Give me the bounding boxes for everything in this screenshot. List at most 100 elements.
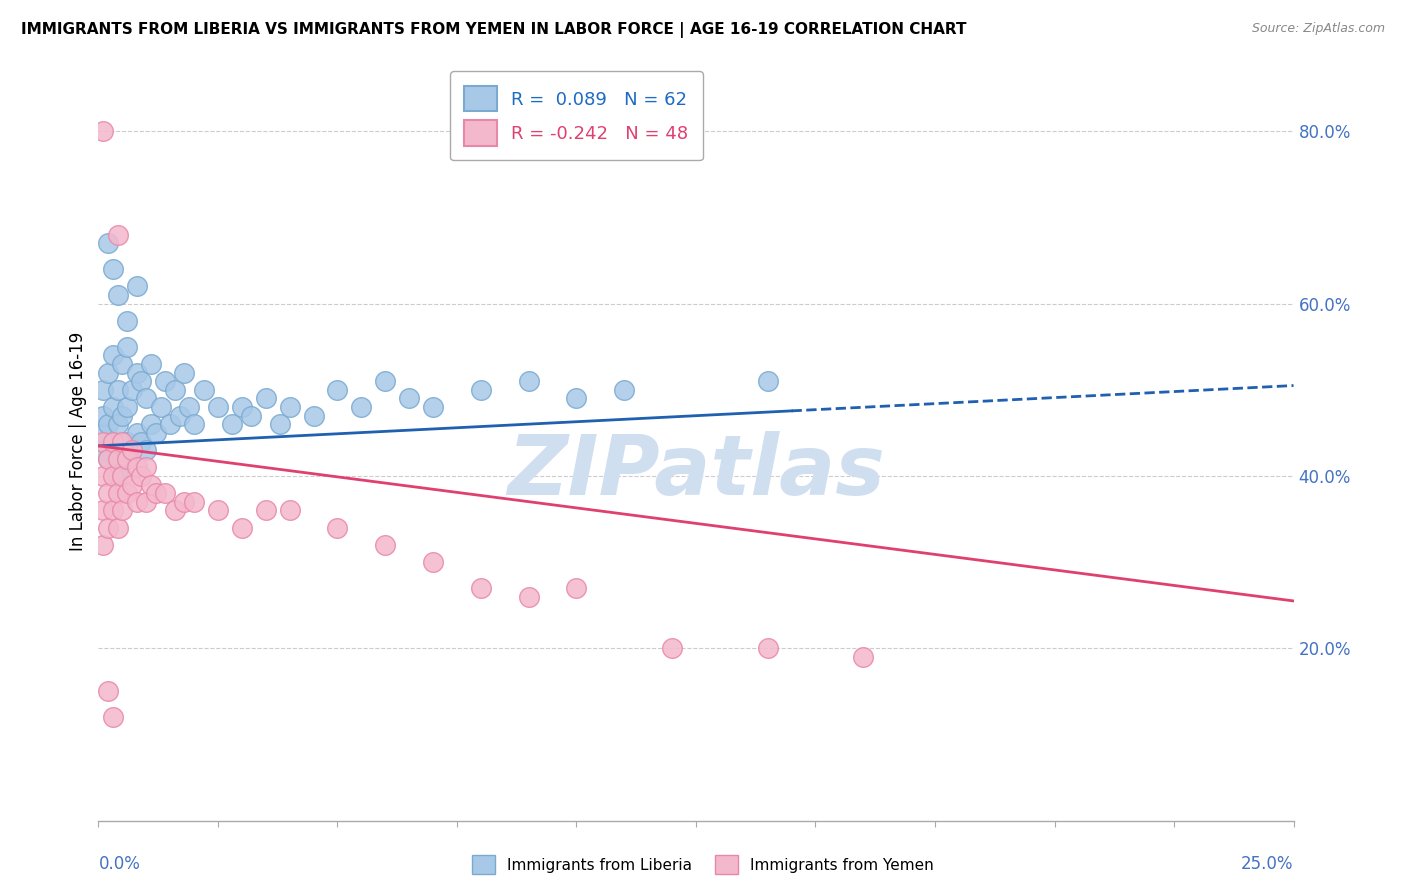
Point (470, 383, 492, 397)
Point (115, 486, 138, 500)
Point (91, 503, 114, 517)
Point (135, 443, 157, 458)
Point (756, 641, 779, 656)
Point (517, 590, 540, 604)
Point (269, 417, 291, 432)
Point (91, 443, 114, 458)
Point (231, 521, 253, 535)
Point (101, 348, 124, 362)
Point (278, 503, 301, 517)
Point (107, 451, 129, 466)
Point (91, 124, 114, 138)
Point (149, 400, 172, 414)
Point (207, 400, 229, 414)
Point (101, 434, 124, 449)
Point (91, 383, 114, 397)
Text: Source: ZipAtlas.com: Source: ZipAtlas.com (1251, 22, 1385, 36)
Point (107, 469, 129, 483)
Legend: Immigrants from Liberia, Immigrants from Yemen: Immigrants from Liberia, Immigrants from… (465, 849, 941, 880)
Point (517, 374, 540, 388)
Point (155, 374, 177, 388)
Point (131, 374, 153, 388)
Point (326, 383, 349, 397)
Point (111, 357, 134, 371)
Point (193, 383, 215, 397)
Point (97, 451, 120, 466)
Point (101, 400, 124, 414)
Point (97, 417, 120, 432)
Y-axis label: In Labor Force | Age 16-19: In Labor Force | Age 16-19 (69, 332, 87, 551)
Point (111, 503, 134, 517)
Point (121, 443, 143, 458)
Point (111, 409, 134, 423)
Point (155, 486, 177, 500)
Point (163, 503, 186, 517)
Point (115, 400, 138, 414)
Point (97, 451, 120, 466)
Point (221, 417, 243, 432)
Point (613, 383, 636, 397)
Point (91, 469, 114, 483)
Point (207, 503, 229, 517)
Point (97, 684, 120, 698)
Point (254, 392, 277, 406)
Point (565, 392, 588, 406)
Point (101, 262, 124, 277)
Point (101, 469, 124, 483)
Text: ZIPatlas: ZIPatlas (508, 432, 884, 512)
Text: IMMIGRANTS FROM LIBERIA VS IMMIGRANTS FROM YEMEN IN LABOR FORCE | AGE 16-19 CORR: IMMIGRANTS FROM LIBERIA VS IMMIGRANTS FR… (21, 22, 966, 38)
Point (374, 374, 396, 388)
Point (131, 434, 153, 449)
Point (131, 469, 153, 483)
Point (101, 503, 124, 517)
Point (139, 417, 162, 432)
Point (125, 460, 148, 475)
Point (111, 469, 134, 483)
Point (107, 288, 129, 302)
Point (97, 521, 120, 535)
Point (125, 279, 148, 293)
Point (115, 314, 138, 328)
Point (135, 392, 157, 406)
Text: 0.0%: 0.0% (98, 855, 141, 872)
Legend: R =  0.089   N = 62, R = -0.242   N = 48: R = 0.089 N = 62, R = -0.242 N = 48 (450, 71, 703, 161)
Point (374, 538, 396, 552)
Point (121, 443, 143, 458)
Point (398, 392, 420, 406)
Point (107, 486, 129, 500)
Point (159, 417, 181, 432)
Point (97, 366, 120, 380)
Point (254, 503, 277, 517)
Point (125, 366, 148, 380)
Point (111, 434, 134, 449)
Point (326, 521, 349, 535)
Point (97, 236, 120, 251)
Point (756, 374, 779, 388)
Point (661, 641, 683, 656)
Point (135, 460, 157, 475)
Point (183, 495, 205, 509)
Point (115, 434, 138, 449)
Point (107, 383, 129, 397)
Point (125, 425, 148, 440)
Point (565, 581, 588, 595)
Point (121, 383, 143, 397)
Point (852, 649, 875, 664)
Point (470, 581, 492, 595)
Point (145, 425, 167, 440)
Point (121, 477, 143, 491)
Point (107, 521, 129, 535)
Point (115, 340, 138, 354)
Point (422, 555, 444, 569)
Point (278, 400, 301, 414)
Point (101, 710, 124, 724)
Point (125, 495, 148, 509)
Point (231, 400, 253, 414)
Point (139, 477, 162, 491)
Point (139, 357, 162, 371)
Point (107, 227, 129, 242)
Point (350, 400, 373, 414)
Point (115, 451, 138, 466)
Point (97, 486, 120, 500)
Point (169, 409, 191, 423)
